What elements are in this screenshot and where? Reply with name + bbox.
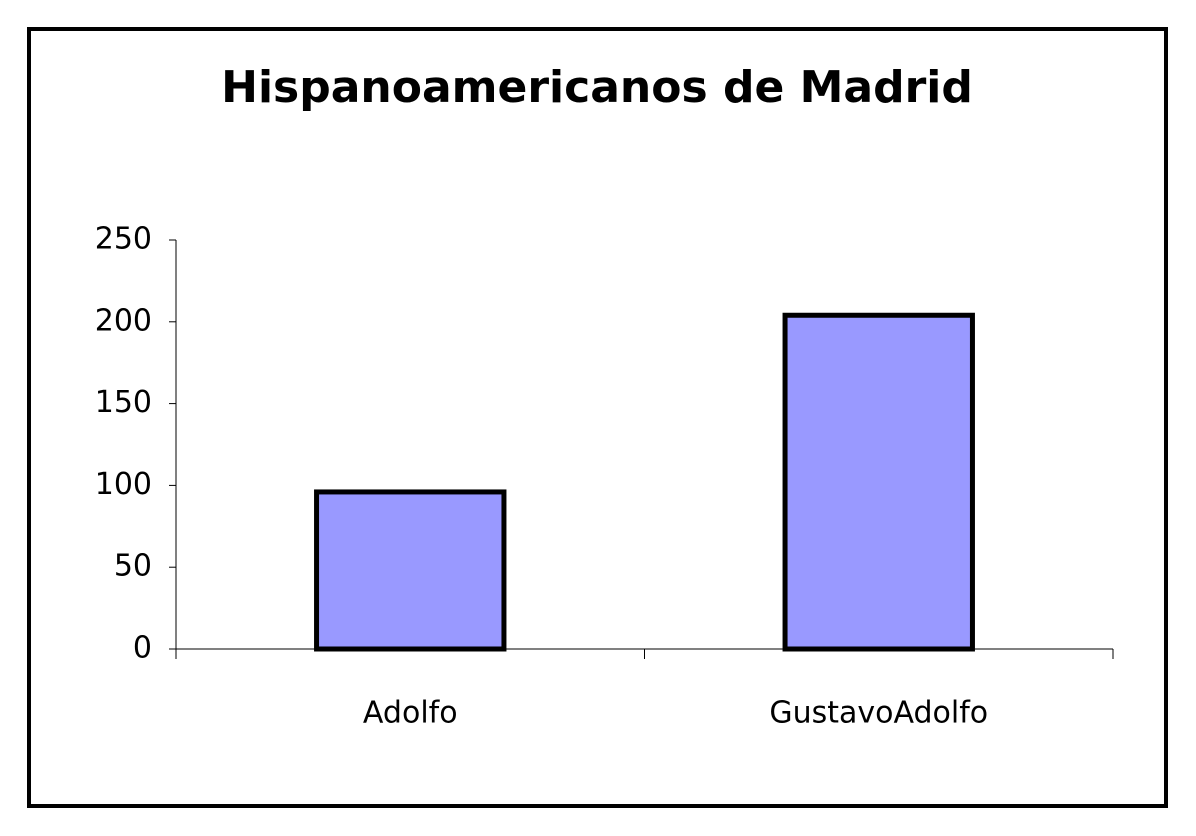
chart-border — [27, 27, 1168, 808]
chart-title: Hispanoamericanos de Madrid — [221, 62, 973, 113]
y-tick-label: 150 — [95, 385, 152, 420]
x-tick-label: Adolfo — [363, 696, 458, 731]
x-tick-label: GustavoAdolfo — [769, 696, 988, 731]
y-tick-label: 100 — [95, 467, 152, 502]
y-tick-label: 250 — [95, 222, 152, 257]
y-tick-label: 50 — [114, 549, 152, 584]
bar — [314, 489, 507, 652]
y-tick-label: 0 — [133, 631, 152, 666]
bar — [782, 312, 975, 652]
y-tick-label: 200 — [95, 303, 152, 338]
